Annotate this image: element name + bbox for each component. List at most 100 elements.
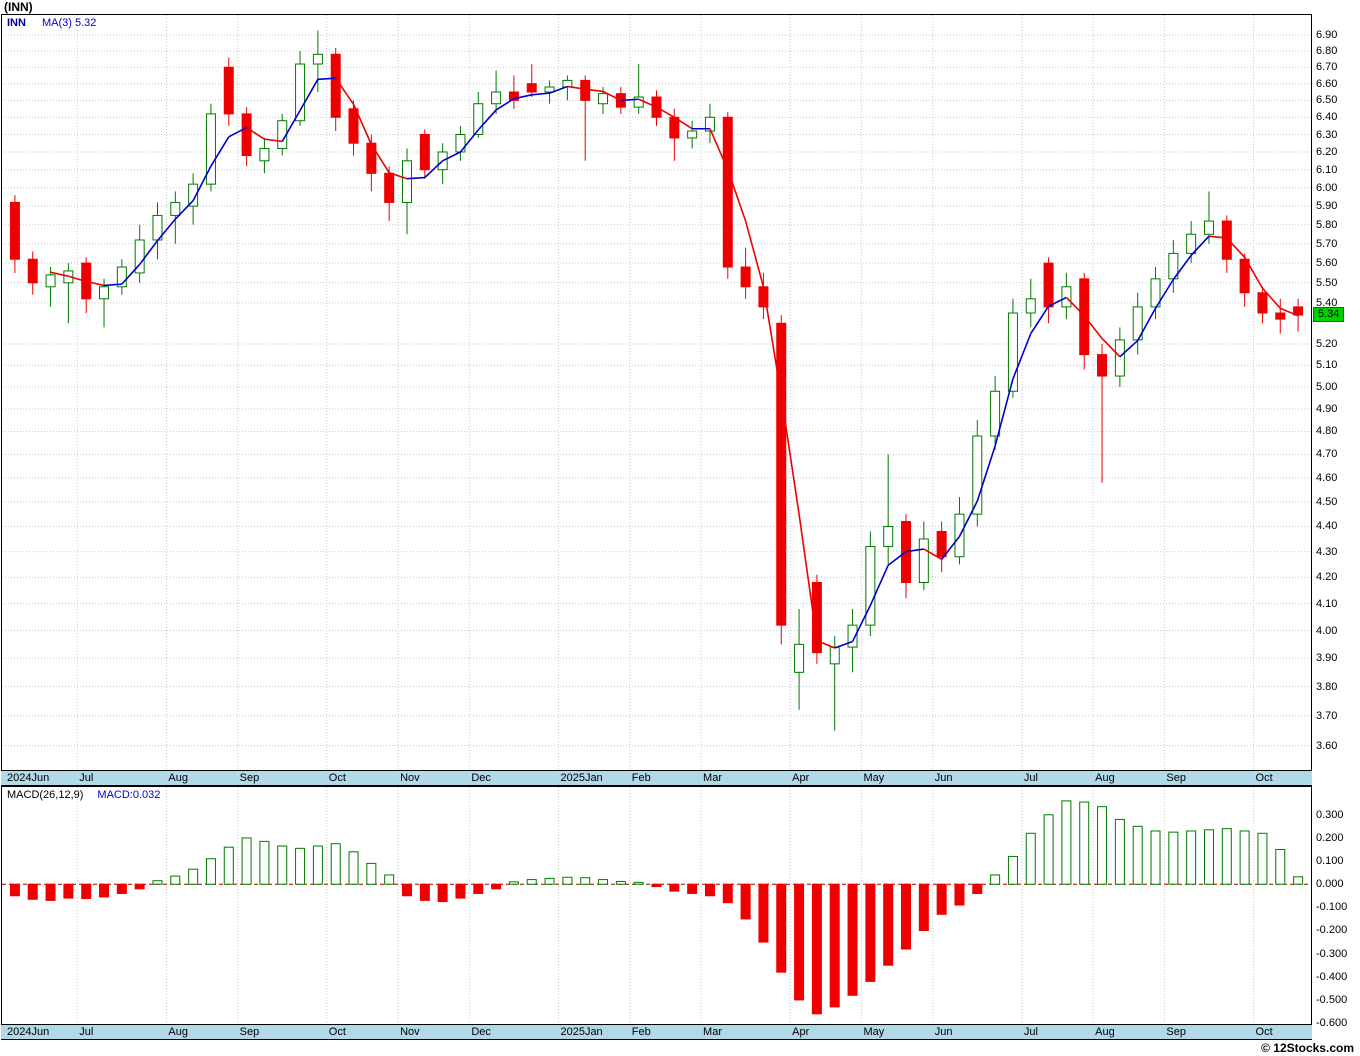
macd-bar-positive <box>152 880 163 885</box>
candle-body <box>473 103 484 136</box>
ma-segment <box>68 275 87 283</box>
ma-segment <box>620 98 639 102</box>
candle-body <box>188 183 199 207</box>
ma-line <box>50 77 1299 649</box>
candle-body <box>1061 286 1072 308</box>
month-label: Sep <box>239 1026 260 1038</box>
macd-panel: MACD(26,12,9) MACD:0.032 <box>1 786 1312 1025</box>
candle-body <box>1007 312 1018 392</box>
macd-bar-positive <box>1114 818 1125 885</box>
macd-bar-negative <box>936 883 947 915</box>
macd-bar-negative <box>972 883 983 894</box>
ma-segment <box>513 94 532 100</box>
ma-segment <box>816 639 836 649</box>
candle-body <box>562 79 573 88</box>
macd-value-label: MACD:0.032 <box>97 789 161 801</box>
ma-segment <box>174 200 194 220</box>
macd-bars <box>9 800 1304 1015</box>
candle-body <box>847 624 858 648</box>
candle-body <box>312 53 323 65</box>
price-tick-label: 6.10 <box>1316 163 1338 176</box>
macd-bar-negative <box>776 883 787 973</box>
month-label: Oct <box>328 1026 346 1038</box>
price-tick-label: 5.40 <box>1316 296 1338 309</box>
candle-body <box>491 91 502 105</box>
price-tick-label: 6.40 <box>1316 111 1338 124</box>
candle-body <box>687 130 698 139</box>
macd-bar-positive <box>544 877 555 885</box>
macd-bar-negative <box>704 883 715 897</box>
macd-bar-negative <box>811 883 822 1015</box>
ma-segment <box>531 92 550 96</box>
candle-body <box>1257 292 1268 314</box>
price-tick-label: 5.00 <box>1316 380 1338 393</box>
ma-segment <box>673 116 693 130</box>
date-axis-bottom: 2024Jun Jul Aug Sep Oct Nov Dec 2025Jan Feb Mar Ap… <box>1 1024 1312 1040</box>
candle-body <box>1203 220 1214 235</box>
watermark: © 12Stocks.com <box>1261 1041 1354 1055</box>
macd-bar-positive <box>330 843 341 885</box>
ma-segment <box>121 263 141 285</box>
candle-body <box>598 93 609 105</box>
month-label: Sep <box>239 772 260 784</box>
candle-body <box>170 201 181 216</box>
month-label: 2024Jun <box>7 1026 50 1038</box>
macd-bar-positive <box>990 874 1001 885</box>
candle-body <box>669 116 680 139</box>
ma-segment <box>709 128 729 171</box>
price-tick-label: 5.70 <box>1316 237 1338 250</box>
month-label: May <box>863 1026 885 1038</box>
macd-bar-negative <box>27 883 38 900</box>
macd-bar-negative <box>740 883 751 920</box>
price-tick-label: 4.40 <box>1316 520 1338 533</box>
month-label: Dec <box>471 772 491 784</box>
month-label: Aug <box>168 1026 188 1038</box>
macd-bar-negative <box>473 883 484 894</box>
month-label: Oct <box>328 772 346 784</box>
ma-segment <box>1279 307 1299 317</box>
price-tick-label: 6.00 <box>1316 181 1338 194</box>
macd-bar-negative <box>794 883 805 1001</box>
macd-bar-negative <box>81 883 92 900</box>
macd-bar-negative <box>669 883 680 892</box>
month-label: Feb <box>631 772 651 784</box>
price-tick-label: 4.80 <box>1316 425 1338 438</box>
macd-bar-positive <box>615 880 626 885</box>
macd-bar-negative <box>45 883 56 901</box>
macd-bar-positive <box>384 874 395 885</box>
macd-tick-label: -0.100 <box>1316 901 1348 914</box>
ma-segment <box>1261 287 1281 309</box>
macd-bar-positive <box>1097 806 1108 885</box>
candle-body <box>936 530 947 558</box>
candle-body <box>883 525 894 548</box>
candle-body <box>99 286 110 300</box>
ma-segment <box>264 138 283 143</box>
ma-segment <box>1208 235 1227 239</box>
ma-segment <box>1083 315 1103 339</box>
candle-body <box>865 546 876 626</box>
month-label: Jul <box>79 1026 94 1038</box>
ma-segment <box>406 176 425 180</box>
macd-params-label: MACD(26,12,9) <box>7 789 84 801</box>
candle-body <box>330 53 341 118</box>
price-tick-label: 6.80 <box>1316 45 1338 58</box>
ma-segment <box>317 77 336 81</box>
macd-bar-positive <box>562 876 573 885</box>
macd-bar-positive <box>277 845 288 885</box>
candle-body <box>811 582 822 654</box>
macd-bar-positive <box>295 847 306 885</box>
candle-body <box>829 646 840 665</box>
month-label: 2024Jun <box>7 772 50 784</box>
ma-segment <box>281 110 301 142</box>
last-price-badge: 5.34 <box>1313 307 1345 323</box>
candle-body <box>1239 258 1250 294</box>
ma-segment <box>459 129 479 153</box>
month-label: Oct <box>1255 772 1273 784</box>
month-label: Nov <box>400 772 420 784</box>
month-label: Aug <box>1095 1026 1115 1038</box>
macd-grid-layer <box>2 787 1311 1024</box>
macd-tick-label: 0.100 <box>1316 855 1344 868</box>
macd-bar-positive <box>188 868 199 885</box>
ma-segment <box>656 106 675 118</box>
